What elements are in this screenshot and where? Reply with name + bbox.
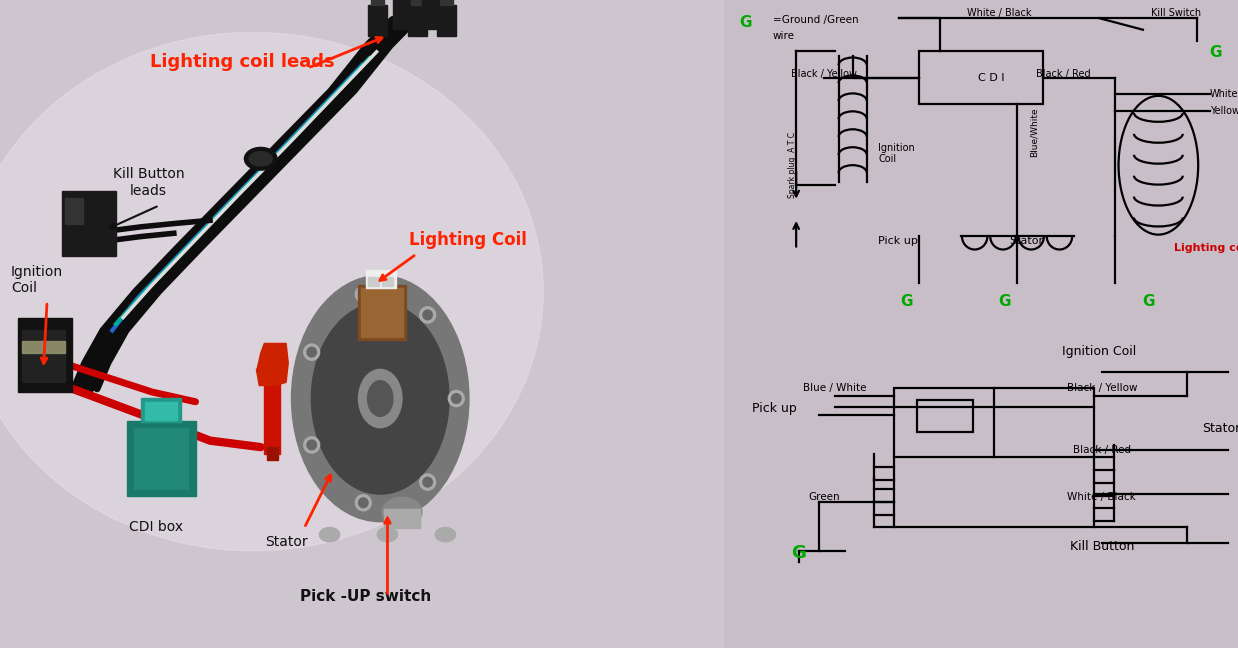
Bar [371, 0, 384, 5]
Ellipse shape [423, 478, 432, 487]
Bar [422, 0, 441, 29]
Bar [62, 191, 116, 256]
Ellipse shape [359, 498, 368, 507]
Text: Stator: Stator [1202, 422, 1238, 435]
Text: Black / Red: Black / Red [1036, 69, 1091, 79]
Bar [365, 270, 396, 288]
Text: C D I: C D I [978, 73, 1005, 83]
Bar [266, 447, 279, 460]
Bar [894, 388, 1094, 527]
Bar [917, 400, 973, 432]
Text: Blue / White: Blue / White [803, 382, 867, 393]
Bar [407, 5, 427, 36]
Ellipse shape [383, 498, 422, 526]
Text: Pick up: Pick up [878, 237, 919, 246]
Bar [22, 341, 66, 353]
Bar [394, 0, 412, 29]
Bar [381, 277, 392, 286]
Text: G: G [1141, 294, 1154, 308]
Text: CDI box: CDI box [129, 520, 183, 534]
Ellipse shape [420, 307, 436, 323]
Ellipse shape [368, 381, 392, 416]
Ellipse shape [359, 369, 402, 428]
Bar [66, 198, 83, 224]
Bar [141, 398, 181, 422]
Text: Kill Button
leads: Kill Button leads [113, 167, 184, 198]
Bar [411, 0, 423, 5]
Bar [22, 330, 66, 382]
Ellipse shape [448, 390, 464, 407]
Bar [265, 363, 280, 454]
Text: Lighting Coil: Lighting Coil [410, 231, 527, 249]
Ellipse shape [291, 275, 469, 522]
Bar [437, 5, 456, 36]
Ellipse shape [359, 290, 368, 299]
Text: White / Black: White / Black [1067, 492, 1136, 502]
Ellipse shape [249, 152, 272, 166]
Ellipse shape [436, 527, 456, 542]
Text: Stator: Stator [265, 535, 307, 549]
Text: Ignition
Coil: Ignition Coil [11, 264, 63, 295]
Text: Lighting coil leads: Lighting coil leads [150, 53, 335, 71]
Ellipse shape [307, 440, 317, 450]
Ellipse shape [378, 527, 397, 542]
Text: Spark plug  A T C: Spark plug A T C [789, 132, 797, 198]
Text: Stator: Stator [1009, 237, 1044, 246]
Text: G: G [791, 544, 806, 562]
Text: Kill Switch: Kill Switch [1150, 8, 1201, 18]
Ellipse shape [312, 303, 449, 494]
Ellipse shape [307, 347, 317, 357]
Bar [368, 5, 386, 36]
Text: Yellow: Yellow [1210, 106, 1238, 116]
Text: =Ground /Green: =Ground /Green [773, 15, 859, 25]
Ellipse shape [319, 527, 339, 542]
Ellipse shape [355, 286, 371, 303]
Bar [145, 402, 177, 420]
Text: Blue/White: Blue/White [1030, 108, 1039, 157]
Text: White / Black: White / Black [967, 8, 1031, 18]
Ellipse shape [452, 393, 461, 403]
Bar [920, 51, 1042, 104]
Ellipse shape [423, 310, 432, 319]
Text: Lighting coil: Lighting coil [1174, 243, 1238, 253]
Ellipse shape [0, 32, 543, 551]
Bar [134, 428, 188, 489]
Polygon shape [256, 343, 288, 386]
Text: Green: Green [808, 492, 841, 502]
Text: Black / Yellow: Black / Yellow [1067, 382, 1136, 393]
Bar [360, 288, 404, 337]
Ellipse shape [244, 148, 277, 170]
Ellipse shape [303, 437, 319, 453]
Text: G: G [1210, 45, 1222, 60]
Text: Kill Button: Kill Button [1070, 540, 1134, 553]
Text: Black / Red: Black / Red [1073, 445, 1130, 454]
Bar [359, 285, 406, 340]
Text: Ignition Coil: Ignition Coil [1062, 345, 1136, 358]
Text: G: G [900, 294, 912, 308]
Text: White: White [1210, 89, 1238, 99]
Ellipse shape [303, 344, 319, 360]
Bar [384, 509, 420, 528]
Ellipse shape [420, 474, 436, 491]
Ellipse shape [355, 494, 371, 511]
Text: G: G [739, 15, 753, 30]
Text: wire: wire [773, 31, 795, 41]
Text: Pick -UP switch: Pick -UP switch [300, 589, 431, 604]
Text: G: G [998, 294, 1010, 308]
Bar [368, 277, 379, 286]
Bar [19, 318, 72, 392]
Text: Ignition
Coil: Ignition Coil [878, 143, 915, 165]
Bar [439, 0, 453, 5]
Bar [126, 421, 196, 496]
Text: Black / Yellow: Black / Yellow [791, 69, 858, 79]
Text: Pick up: Pick up [753, 402, 797, 415]
